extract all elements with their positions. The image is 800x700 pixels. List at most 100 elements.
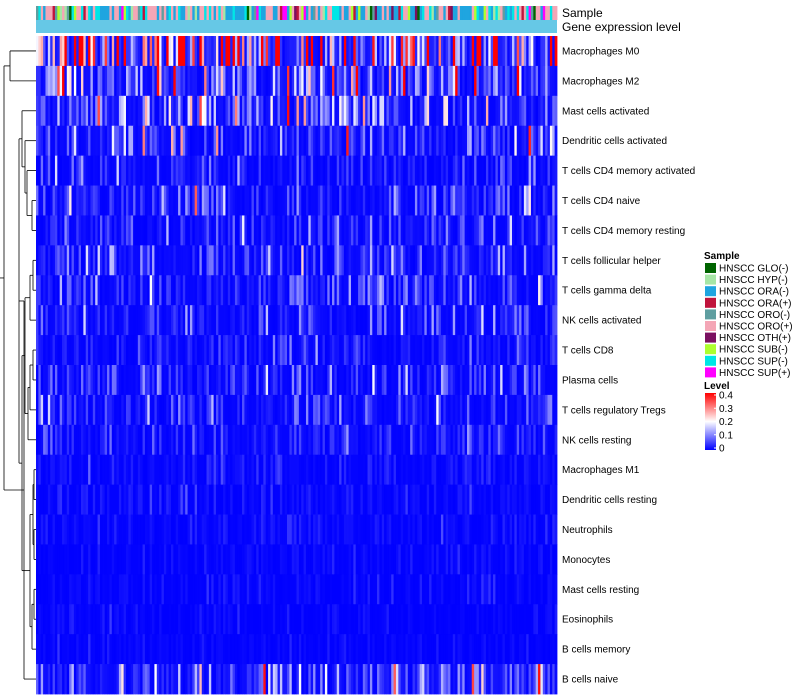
heatmap-cell xyxy=(452,275,456,306)
heatmap-cell xyxy=(265,484,269,515)
heatmap-cell xyxy=(130,514,134,545)
heatmap-cell xyxy=(249,424,252,456)
heatmap-cell xyxy=(502,604,506,635)
heatmap-cell xyxy=(192,36,196,67)
heatmap-cell xyxy=(400,634,404,665)
heatmap-cell xyxy=(469,514,473,545)
heatmap-cell xyxy=(215,215,219,246)
heatmap-cell xyxy=(225,95,229,127)
heatmap-cell xyxy=(369,514,373,545)
heatmap-cell xyxy=(125,36,129,67)
heatmap-cell xyxy=(507,424,511,456)
heatmap-cell xyxy=(73,185,77,216)
heatmap-cell xyxy=(265,335,269,366)
heatmap-cell xyxy=(270,544,274,575)
heatmap-cell xyxy=(398,305,402,336)
heatmap-cell xyxy=(95,544,98,575)
heatmap-cell xyxy=(429,155,432,186)
heatmap-cell xyxy=(149,36,153,67)
sample-annotation-cell xyxy=(438,6,442,20)
heatmap-cell xyxy=(398,394,402,426)
heatmap-cell xyxy=(471,65,475,97)
heatmap-cell xyxy=(320,155,323,186)
heatmap-cell xyxy=(163,664,167,695)
heatmap-cell xyxy=(341,185,345,216)
heatmap-cell xyxy=(156,185,160,216)
heatmap-cell xyxy=(83,544,87,575)
heatmap-cell xyxy=(284,335,288,366)
sample-annotation-cell xyxy=(54,6,58,20)
heatmap-cell xyxy=(457,544,461,575)
heatmap-cell xyxy=(301,125,305,157)
heatmap-cell xyxy=(329,604,333,635)
heatmap-cell xyxy=(398,484,402,515)
heatmap-cell xyxy=(358,574,361,605)
heatmap-cell xyxy=(244,365,248,396)
heatmap-cell xyxy=(329,185,333,216)
heatmap-cell xyxy=(149,604,153,635)
heatmap-cell xyxy=(275,574,278,605)
heatmap-cell xyxy=(99,95,103,127)
heatmap-cell xyxy=(279,125,283,157)
heatmap-cell xyxy=(185,185,188,216)
heatmap-cell xyxy=(194,664,198,695)
heatmap-cell xyxy=(163,514,167,545)
heatmap-cell xyxy=(313,305,316,336)
sample-annotation-cell xyxy=(507,6,511,20)
heatmap-cell xyxy=(391,604,394,635)
heatmap-cell xyxy=(282,574,286,605)
heatmap-cell xyxy=(350,604,354,635)
heatmap-cell xyxy=(317,305,321,336)
sample-annotation-cell xyxy=(500,6,503,20)
sample-annotation-cell xyxy=(270,6,274,20)
sample-annotation-cell xyxy=(206,6,210,20)
heatmap-cell xyxy=(76,604,80,635)
sample-annotation-cell xyxy=(464,6,468,20)
heatmap-cell xyxy=(282,604,286,635)
heatmap-cell xyxy=(135,275,139,306)
heatmap-cell xyxy=(220,155,224,186)
heatmap-cell xyxy=(348,305,352,336)
heatmap-cell xyxy=(448,245,451,276)
heatmap-cell xyxy=(549,305,553,336)
heatmap-cell xyxy=(334,125,338,157)
sample-annotation-cell xyxy=(509,6,513,20)
heatmap-cell xyxy=(152,275,155,306)
heatmap-cell xyxy=(227,574,231,605)
heatmap-cell xyxy=(270,335,274,366)
heatmap-cell xyxy=(149,65,153,97)
heatmap-cell xyxy=(173,484,177,515)
heatmap-cell xyxy=(350,335,354,366)
heatmap-cell xyxy=(493,394,496,426)
heatmap-cell xyxy=(322,544,326,575)
heatmap-cell xyxy=(270,484,274,515)
heatmap-cell xyxy=(369,36,373,67)
heatmap-cell xyxy=(547,454,551,486)
heatmap-cell xyxy=(123,95,127,127)
heatmap-cell xyxy=(268,394,271,426)
heatmap-cell xyxy=(152,424,155,456)
heatmap-cell xyxy=(485,335,489,366)
heatmap-cell xyxy=(554,155,558,186)
heatmap-cell xyxy=(450,155,454,186)
row-dendrogram xyxy=(0,50,36,680)
heatmap-cell xyxy=(358,454,361,486)
heatmap-cell xyxy=(303,65,307,97)
heatmap-cell xyxy=(71,454,75,486)
heatmap-cell xyxy=(152,394,155,426)
heatmap-cell xyxy=(540,245,544,276)
heatmap-cell xyxy=(81,454,84,486)
heatmap-cell xyxy=(514,424,518,456)
heatmap-cell xyxy=(384,65,387,97)
sample-annotation-cell xyxy=(62,6,65,20)
heatmap-cell xyxy=(301,245,305,276)
heatmap-cell xyxy=(287,544,290,575)
heatmap-cell xyxy=(291,634,295,665)
heatmap-cell xyxy=(275,215,278,246)
heatmap-cell xyxy=(443,125,447,157)
heatmap-cell xyxy=(47,275,51,306)
heatmap-cell xyxy=(521,514,525,545)
heatmap-cell xyxy=(128,365,132,396)
heatmap-cell xyxy=(554,634,558,665)
heatmap-cell xyxy=(272,95,276,127)
